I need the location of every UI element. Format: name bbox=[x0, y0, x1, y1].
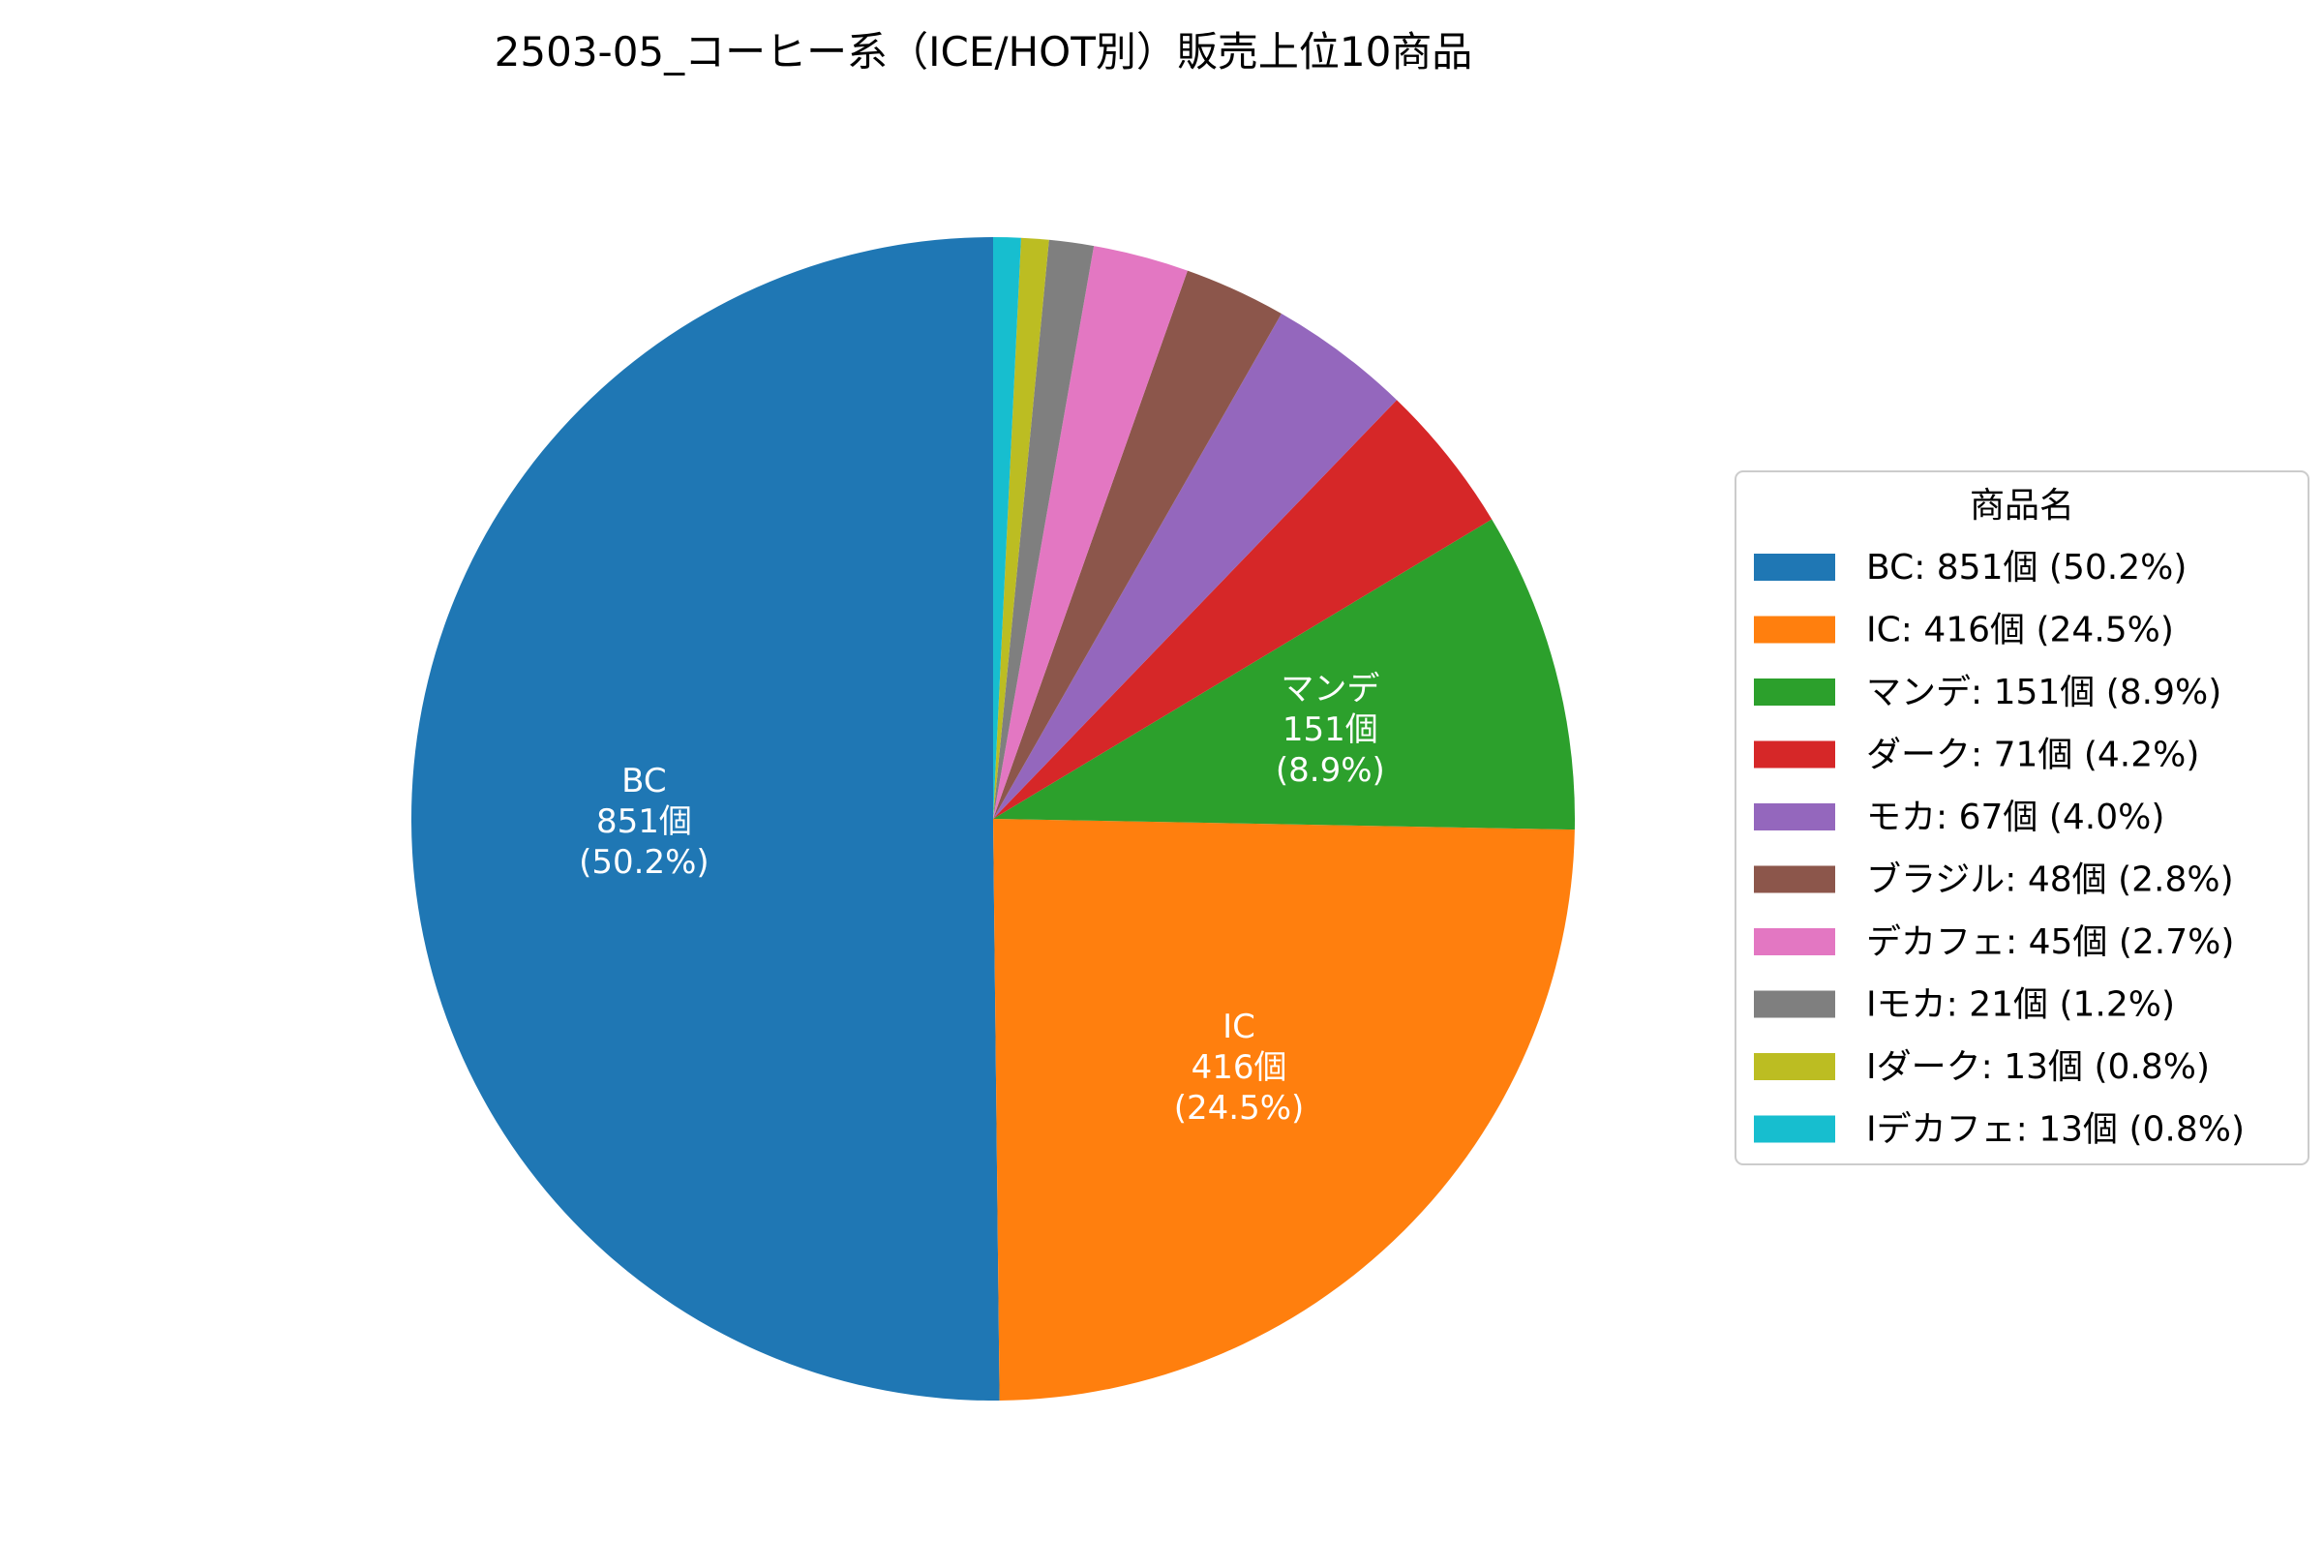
slice-label-2-line-3: (24.5%) bbox=[1174, 1089, 1305, 1128]
legend-title: 商品名 bbox=[1970, 486, 2074, 526]
legend-label-4: ダーク: 71個 (4.2%) bbox=[1866, 736, 2199, 775]
legend-swatch-4 bbox=[1754, 740, 1835, 769]
legend-swatch-2 bbox=[1754, 616, 1835, 644]
chart-title: 2503-05_コーヒー系（ICE/HOT別）販売上位10商品 bbox=[495, 28, 1473, 75]
pie-slices bbox=[410, 237, 1575, 1401]
pie-slice-6 bbox=[993, 270, 1282, 819]
slice-label-2-line-2: 416個 bbox=[1192, 1048, 1287, 1087]
legend-swatch-10 bbox=[1754, 1115, 1835, 1143]
slice-label-3-line-2: 151個 bbox=[1283, 710, 1378, 749]
pie-slice-1 bbox=[410, 237, 1000, 1401]
slice-label-2-line-1: IC bbox=[1222, 1008, 1255, 1046]
legend-label-1: BC: 851個 (50.2%) bbox=[1866, 548, 2187, 588]
legend: 商品名 BC: 851個 (50.2%) IC: 416個 (24.5%) マンデ:… bbox=[1735, 470, 2309, 1165]
pie-slice-2 bbox=[993, 819, 1575, 1401]
legend-label-3: マンデ: 151個 (8.9%) bbox=[1866, 673, 2221, 712]
legend-label-6: ブラジル: 48個 (2.8%) bbox=[1866, 860, 2234, 900]
legend-swatch-3 bbox=[1754, 678, 1835, 706]
legend-label-8: Iモカ: 21個 (1.2%) bbox=[1866, 985, 2175, 1025]
legend-label-10: Iデカフェ: 13個 (0.8%) bbox=[1866, 1110, 2245, 1150]
pie-slice-10 bbox=[993, 237, 1021, 819]
pie-slice-4 bbox=[993, 400, 1493, 819]
legend-swatch-6 bbox=[1754, 865, 1835, 893]
legend-label-7: デカフェ: 45個 (2.7%) bbox=[1866, 922, 2234, 962]
legend-swatch-8 bbox=[1754, 990, 1835, 1018]
legend-label-5: モカ: 67個 (4.0%) bbox=[1866, 798, 2164, 837]
pie-slice-9 bbox=[993, 237, 1049, 819]
pie-slice-3 bbox=[993, 519, 1575, 830]
legend-label-2: IC: 416個 (24.5%) bbox=[1866, 611, 2174, 650]
legend-items: BC: 851個 (50.2%) IC: 416個 (24.5%) マンデ: 151… bbox=[1754, 548, 2245, 1150]
slice-label-1-line-3: (50.2%) bbox=[579, 843, 709, 882]
pie-slice-8 bbox=[993, 239, 1095, 819]
legend-box bbox=[1735, 470, 2309, 1165]
legend-swatch-9 bbox=[1754, 1053, 1835, 1080]
legend-swatch-1 bbox=[1754, 554, 1835, 581]
slice-label-1-line-1: BC bbox=[621, 762, 666, 800]
legend-swatch-7 bbox=[1754, 928, 1835, 955]
slice-label-3-line-3: (8.9%) bbox=[1276, 751, 1385, 790]
slice-label-3-line-1: マンデ bbox=[1281, 670, 1379, 709]
legend-swatch-5 bbox=[1754, 803, 1835, 830]
slice-label-1-line-2: 851個 bbox=[596, 802, 692, 841]
pie-slice-7 bbox=[993, 246, 1188, 819]
pie-slice-5 bbox=[993, 314, 1398, 819]
legend-label-9: Iダーク: 13個 (0.8%) bbox=[1866, 1047, 2210, 1087]
